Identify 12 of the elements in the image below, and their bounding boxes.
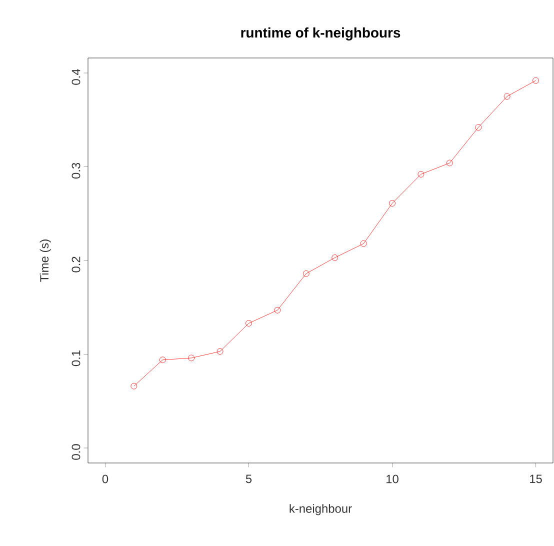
y-tick-label: 0.1 bbox=[72, 350, 80, 366]
y-tick-label: 0.3 bbox=[72, 162, 80, 179]
y-tick-label: 0.0 bbox=[72, 444, 80, 460]
chart-title: runtime of k-neighbours bbox=[241, 27, 400, 40]
y-tick-label: 0.4 bbox=[72, 69, 80, 85]
y-tick-label: 0.2 bbox=[72, 256, 80, 272]
x-axis-title: k-neighbour bbox=[290, 504, 352, 516]
x-tick-label: 15 bbox=[530, 474, 542, 484]
x-tick-label: 10 bbox=[386, 474, 398, 484]
x-tick-label: 5 bbox=[246, 474, 252, 484]
x-tick-label: 0 bbox=[102, 474, 108, 484]
y-axis-title: Time (s) bbox=[40, 240, 51, 282]
